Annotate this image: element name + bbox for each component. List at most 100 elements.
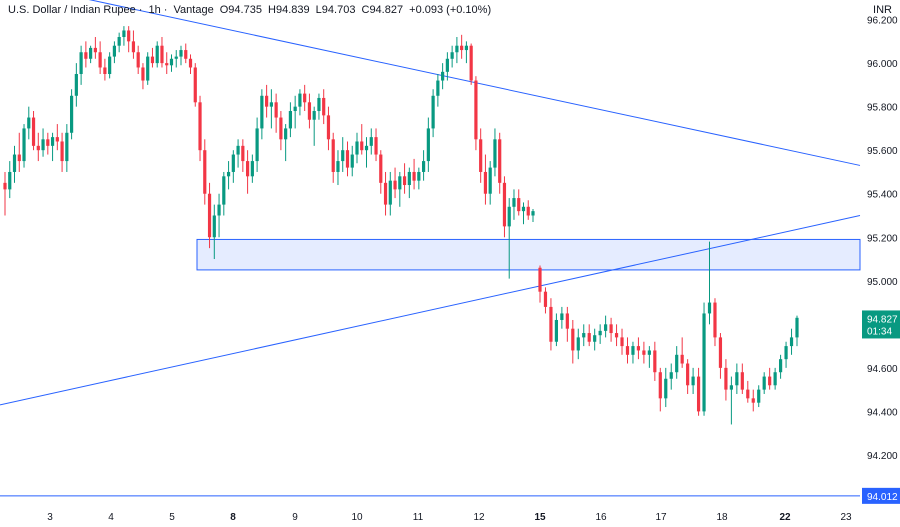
- candle-body: [279, 117, 283, 140]
- candle-body: [587, 333, 591, 342]
- candle-body: [112, 45, 117, 57]
- candle-body: [653, 350, 657, 373]
- price-axis: 96.200 96.000 95.800 95.600 95.400 95.200 95.0…: [867, 16, 898, 462]
- candle-body: [526, 206, 530, 216]
- candle-body: [312, 111, 316, 120]
- candle-body: [103, 67, 107, 75]
- currency-label[interactable]: INR: [873, 4, 892, 16]
- candle-body: [193, 67, 197, 103]
- candle-body: [795, 317, 799, 338]
- x-tick-label: 9: [292, 512, 298, 523]
- candle-body: [493, 139, 497, 168]
- candle-body: [41, 139, 45, 151]
- candle-body: [707, 302, 712, 314]
- candle-body: [768, 376, 772, 386]
- candle-body: [364, 145, 369, 151]
- candle-body: [507, 206, 511, 227]
- candle-body: [84, 52, 88, 59]
- candle-body: [245, 161, 250, 177]
- candle-body: [108, 56, 112, 75]
- candle-body: [374, 137, 378, 155]
- symbol-header: U.S. Dollar / Indian Rupee · 1h · Vantage …: [8, 4, 492, 16]
- candle-body: [46, 139, 50, 146]
- candle-body: [740, 372, 744, 390]
- candle-body: [260, 95, 264, 129]
- candle-body: [379, 154, 383, 183]
- candle-body: [22, 128, 26, 162]
- candle-body: [131, 41, 136, 53]
- candle-body: [160, 45, 164, 64]
- candle-body: [12, 154, 17, 172]
- candle-body: [298, 93, 302, 107]
- candle-body: [36, 145, 40, 151]
- candle-body: [322, 97, 326, 116]
- candle-body: [27, 117, 31, 129]
- candle-body: [412, 171, 416, 181]
- candle-body: [203, 150, 207, 194]
- candle-body: [345, 150, 350, 168]
- candle-body: [479, 139, 483, 172]
- candle-body: [184, 50, 188, 59]
- candle-body: [718, 337, 723, 368]
- trendline[interactable]: [0, 215, 861, 406]
- trendline[interactable]: [0, 0, 861, 166]
- candle-body: [383, 182, 388, 205]
- symbol-name[interactable]: U.S. Dollar / Indian Rupee: [8, 4, 136, 16]
- close-value: C94.827: [361, 4, 404, 16]
- candle-body: [614, 333, 619, 338]
- candle-body: [255, 128, 259, 162]
- y-tick-label: 96.000: [867, 59, 898, 70]
- candle-body: [680, 354, 684, 364]
- candle-body: [31, 117, 36, 146]
- y-tick-label: 94.400: [867, 407, 898, 418]
- candle-body: [198, 102, 202, 151]
- candle-body: [89, 47, 93, 59]
- candle-body: [469, 45, 473, 81]
- support-resistance-zone[interactable]: [196, 238, 861, 271]
- candle-body: [431, 95, 435, 129]
- x-tick-label: 11: [413, 512, 424, 523]
- candle-body: [165, 63, 169, 66]
- candle-body: [50, 137, 55, 146]
- candle-body: [565, 313, 569, 329]
- candle-body: [388, 180, 392, 205]
- candle-body: [274, 102, 278, 118]
- candle-body: [642, 350, 646, 355]
- candle-body: [355, 141, 359, 155]
- y-tick-label: 95.600: [867, 146, 898, 157]
- candle-body: [658, 372, 662, 399]
- candle-body: [746, 389, 750, 399]
- candle-body: [604, 324, 608, 331]
- candle-body: [543, 291, 548, 307]
- candle-body: [426, 128, 430, 162]
- x-tick-label: 17: [655, 512, 667, 523]
- candle-body: [8, 171, 12, 190]
- candle-body: [669, 372, 673, 379]
- candle-body: [117, 37, 121, 46]
- candle-body: [231, 154, 235, 172]
- candle-body: [789, 337, 794, 347]
- candle-body: [713, 302, 717, 338]
- candle-body: [146, 56, 150, 81]
- candle-body: [560, 313, 564, 320]
- candle-body: [141, 67, 145, 81]
- candle-body: [331, 139, 335, 172]
- candle-body: [455, 45, 459, 53]
- candle-body: [360, 141, 364, 151]
- candle-body: [60, 141, 64, 162]
- candle-body: [417, 171, 421, 181]
- candle-body: [631, 346, 635, 355]
- candle-body: [498, 139, 502, 183]
- candle-body: [293, 106, 297, 112]
- candle-body: [65, 132, 69, 162]
- candle-body: [724, 367, 728, 390]
- candle-body: [582, 333, 586, 338]
- data-source: Vantage: [173, 4, 214, 16]
- candle-body: [554, 319, 559, 342]
- candle-body: [98, 52, 102, 68]
- candle-body: [483, 171, 488, 194]
- candle-body: [150, 56, 155, 64]
- candle-body: [226, 171, 231, 177]
- interval[interactable]: 1h: [148, 4, 161, 16]
